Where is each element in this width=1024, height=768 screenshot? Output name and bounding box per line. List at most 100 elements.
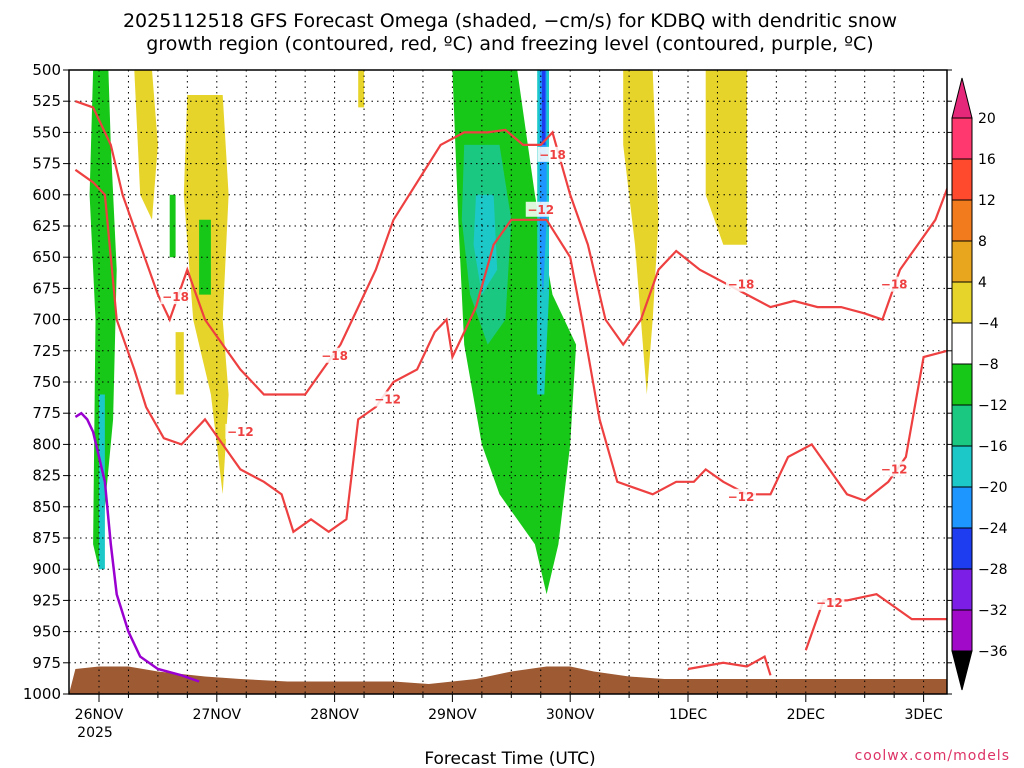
contour-label-bg [726, 276, 757, 292]
y-tick-label: 650 [32, 248, 61, 266]
colorbar-top-arrow [951, 77, 973, 119]
omega-region [358, 70, 365, 108]
x-tick-label: 2DEC [787, 707, 826, 723]
colorbar: 20 16 12 8 4 −4 −8 −12 −16 −20 −24 −28 −32 −36 [951, 77, 1008, 691]
colorbar-segment [951, 281, 973, 324]
colorbar-label: −12 [978, 398, 1008, 414]
contour-label: −18 [321, 349, 348, 363]
colorbar-segment [951, 158, 973, 201]
dgz-contour-line [687, 654, 772, 676]
y-axis: 500 525 550 575 600 625 650 675 700 725 750 775 800 8… [23, 61, 952, 703]
colorbar-label: −20 [978, 480, 1008, 496]
colorbar-segment [951, 404, 973, 447]
colorbar-bottom-arrow [951, 650, 973, 691]
y-tick-label: 925 [32, 591, 61, 609]
x-axis-title: Forecast Time (UTC) [424, 749, 595, 768]
omega-region [473, 194, 498, 295]
x-tick-label: 30NOV [546, 707, 595, 723]
colorbar-label: 20 [978, 111, 996, 127]
contour-label: −12 [227, 425, 254, 439]
colorbar-label: −36 [978, 644, 1008, 660]
chart-title-line-1: 2025112518 GFS Forecast Omega (shaded, −… [123, 10, 897, 32]
freezing-line [74, 411, 200, 683]
y-tick-label: 725 [32, 342, 61, 360]
y-tick-label: 825 [32, 467, 61, 485]
omega-region [169, 194, 176, 258]
omega-region [623, 70, 659, 395]
colorbar-segment [951, 199, 973, 242]
y-tick-label: 700 [32, 311, 61, 329]
y-tick-label: 550 [32, 123, 61, 141]
dgz-contour-line [75, 100, 947, 396]
contour-label-bg [160, 289, 191, 305]
x-tick-label: 27NOV [192, 707, 241, 723]
x-tick-label: 26NOV [75, 707, 124, 723]
y-tick-label: 875 [32, 529, 61, 547]
y-tick-label: 850 [32, 498, 61, 516]
y-tick-label: 600 [32, 186, 61, 204]
colorbar-segment [951, 486, 973, 529]
y-tick-label: 575 [32, 155, 61, 173]
omega-shading [89, 70, 747, 595]
contour-label: −18 [162, 290, 189, 304]
contour-label: −18 [728, 278, 755, 292]
colorbar-label: 4 [978, 275, 987, 291]
credit-text: coolwx.com/models [855, 748, 1010, 764]
colorbar-segment [951, 240, 973, 283]
y-tick-label: 500 [32, 61, 61, 79]
colorbar-label: −24 [978, 521, 1008, 537]
contour-labels: −18 −18 −18 −12 −18 −18 −12 −12 −12 −12 −12 [160, 146, 910, 610]
y-tick-label: 1000 [23, 685, 61, 703]
contour-label-bg [225, 423, 256, 439]
x-axis: 26NOV 2025 27NOV 28NOV 29NOV 30NOV 1DEC 2DEC 3DE… [75, 694, 943, 741]
contour-label: −12 [881, 462, 908, 476]
colorbar-label: 12 [978, 193, 996, 209]
y-tick-label: 975 [32, 654, 61, 672]
y-tick-label: 675 [32, 279, 61, 297]
colorbar-segment [951, 363, 973, 406]
plot-grid [69, 69, 947, 695]
y-tick-label: 775 [32, 404, 61, 422]
omega-region [183, 95, 229, 495]
freezing-level-contour [74, 411, 200, 683]
contour-label-bg [879, 276, 910, 292]
colorbar-label: −8 [978, 357, 999, 373]
contour-label-bg [319, 347, 350, 363]
dgz-contour-line [74, 168, 947, 534]
y-tick-label: 525 [32, 92, 61, 110]
omega-region [705, 70, 747, 245]
y-tick-label: 900 [32, 560, 61, 578]
y-tick-label: 950 [32, 623, 61, 641]
colorbar-segment [951, 445, 973, 488]
omega-region [541, 70, 546, 145]
chart-title-line-2: growth region (contoured, red, ºC) and f… [146, 33, 873, 55]
contour-label: −12 [527, 203, 554, 217]
colorbar-label: −32 [978, 603, 1008, 619]
contour-label: −18 [881, 278, 908, 292]
y-tick-label: 625 [32, 217, 61, 235]
omega-region [175, 332, 184, 395]
contour-label: −18 [539, 148, 566, 162]
x-tick-label: 1DEC [669, 707, 708, 723]
x-tick-label: 29NOV [428, 707, 477, 723]
colorbar-segment [951, 322, 973, 365]
contour-label-bg [879, 461, 910, 477]
contour-label: −12 [728, 490, 755, 504]
x-tick-sublabel: 2025 [77, 725, 113, 741]
colorbar-label: −4 [978, 316, 999, 332]
terrain-fill [69, 666, 947, 694]
terrain-area [69, 666, 947, 694]
colorbar-label: 16 [978, 152, 996, 168]
colorbar-segment [951, 527, 973, 570]
y-tick-label: 800 [32, 435, 61, 453]
contour-label-bg [525, 201, 556, 217]
colorbar-segment [951, 609, 973, 652]
x-tick-label: 28NOV [310, 707, 359, 723]
colorbar-segment [951, 117, 973, 160]
contour-label-bg [537, 146, 568, 162]
colorbar-label: 8 [978, 234, 987, 250]
contour-label: −12 [816, 596, 843, 610]
omega-region [199, 219, 211, 295]
contour-label-bg [372, 391, 403, 407]
